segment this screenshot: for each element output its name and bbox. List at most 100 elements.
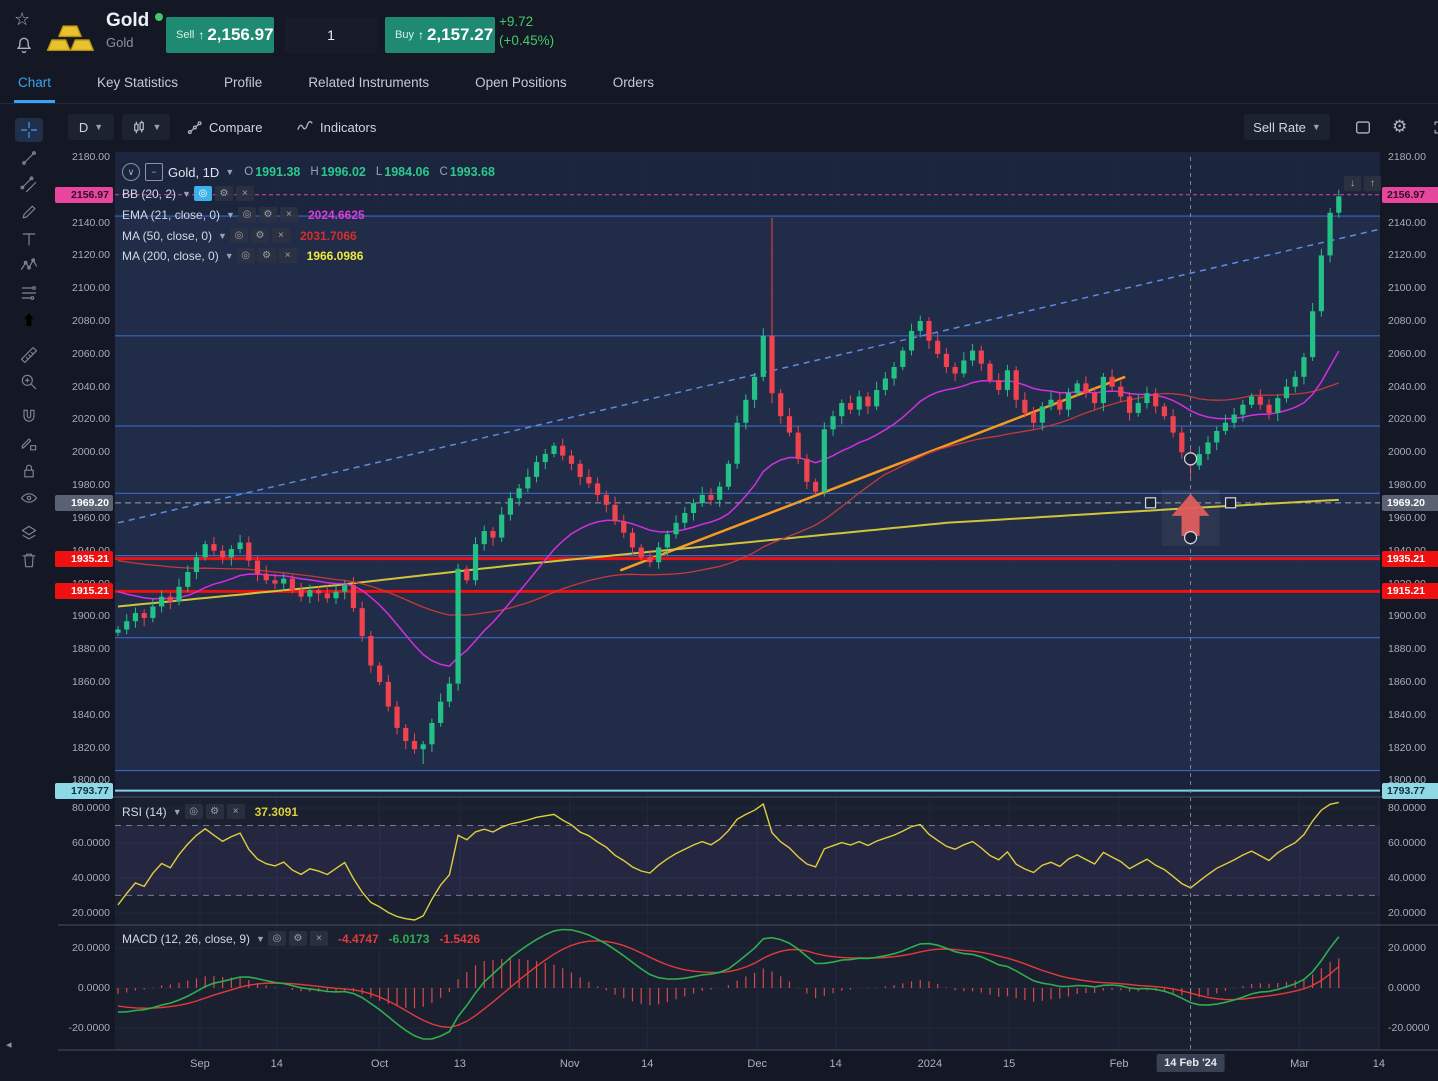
interval-selector[interactable]: D ▼	[68, 114, 114, 140]
series-title[interactable]: Gold, 1D	[168, 164, 220, 180]
open-label: O	[244, 166, 254, 178]
ruler-tool[interactable]	[15, 343, 43, 367]
remove-icon[interactable]: ×	[278, 248, 297, 263]
brush-tool[interactable]	[15, 200, 43, 224]
zoom-in-tool[interactable]	[15, 370, 43, 394]
axis-tick-label: 2080.00	[1388, 315, 1426, 328]
settings-gear-icon[interactable]: ⚙	[214, 186, 233, 201]
price-line-badge: 1915.21	[55, 583, 113, 600]
time-tick-label: Nov	[559, 1058, 580, 1070]
parallel-channel-tool[interactable]	[15, 173, 43, 197]
settings-gear-icon[interactable]: ⚙	[288, 931, 307, 946]
crosshair-tool[interactable]	[15, 118, 43, 142]
forecast-tool[interactable]	[15, 281, 43, 305]
settings-gear-icon[interactable]: ⚙	[257, 248, 276, 263]
axis-tick-label: 1960.00	[72, 511, 110, 524]
indicator-name[interactable]: MACD (12, 26, close, 9)	[122, 931, 251, 946]
remove-icon[interactable]: ×	[235, 186, 254, 201]
sell-button[interactable]: Sell ↑ 2,156.97	[166, 17, 274, 53]
drawing-tools-sidebar	[0, 104, 58, 1081]
indicator-name[interactable]: MA (200, close, 0)	[122, 248, 219, 263]
open-value: 1991.38	[255, 165, 301, 179]
quantity-input[interactable]: 1	[285, 17, 377, 53]
indicators-button[interactable]: Indicators	[296, 114, 376, 140]
settings-gear-icon[interactable]: ⚙	[250, 228, 269, 243]
drawing-mode-tool[interactable]	[15, 432, 43, 456]
compare-button[interactable]: Compare	[186, 114, 262, 140]
hide-drawings-tool[interactable]	[15, 486, 43, 510]
tab-chart[interactable]: Chart	[13, 66, 56, 103]
axis-tick-label: 2000.00	[72, 446, 110, 459]
indicator-name[interactable]: EMA (21, close, 0)	[122, 207, 221, 222]
scroll-down-button[interactable]: ↓	[1344, 176, 1361, 191]
indicator-legend-ma50: MA (50, close, 0) ▼ ◎ ⚙ × 2031.7066	[122, 228, 357, 243]
tab-related-instruments[interactable]: Related Instruments	[308, 75, 430, 90]
axis-tick-label: 2020.00	[72, 413, 110, 426]
indicator-name[interactable]: RSI (14)	[122, 804, 167, 819]
scroll-up-button[interactable]: ↑	[1364, 176, 1381, 191]
tab-open-positions[interactable]: Open Positions	[475, 75, 567, 90]
remove-icon[interactable]: ×	[271, 228, 290, 243]
remove-icon[interactable]: ×	[226, 804, 245, 819]
axis-tick-label: 1840.00	[1388, 708, 1426, 721]
trend-line-tool[interactable]	[15, 146, 43, 170]
xabcd-pattern-tool[interactable]	[15, 254, 43, 278]
chevron-down-icon: ▼	[218, 230, 227, 241]
lock-tool[interactable]	[15, 459, 43, 483]
axis-tick-label: 2180.00	[72, 151, 110, 163]
text-tool[interactable]	[15, 227, 43, 251]
time-axis[interactable]: Sep 14 Oct 13 Nov 14 Dec 14 2024 15 Feb Mar 14 14 Feb…	[58, 1050, 1385, 1081]
tab-orders[interactable]: Orders	[612, 75, 654, 90]
tab-profile[interactable]: Profile	[224, 75, 263, 90]
visibility-eye-icon[interactable]: ◎	[267, 931, 286, 946]
trash-tool[interactable]	[15, 548, 43, 572]
settings-gear-icon[interactable]: ⚙	[258, 207, 277, 222]
remove-objects-tool[interactable]	[15, 521, 43, 545]
chart-toolbar: D ▼ ▼ Compare Indicators Sell Rate ▼ ⚙	[58, 104, 1438, 152]
instrument-tabs: Chart Key Statistics Profile Related Ins…	[0, 66, 1438, 104]
magnet-tool[interactable]	[15, 405, 43, 429]
visibility-eye-icon[interactable]: ◎	[193, 186, 212, 201]
panel-toggle-button[interactable]	[1354, 114, 1372, 140]
buy-button[interactable]: Buy ↑ 2,157.27	[385, 17, 495, 53]
axis-tick-label: 1860.00	[72, 675, 110, 688]
collapse-sidebar-icon[interactable]: ◂	[6, 1039, 12, 1051]
arrow-marker-tool[interactable]	[15, 308, 43, 332]
rsi-legend: RSI (14) ▼ ◎ ⚙ × 37.3091	[122, 804, 298, 819]
indicator-legend-ma200: MA (200, close, 0) ▼ ◎ ⚙ × 1966.0986	[122, 248, 363, 263]
indicator-name[interactable]: MA (50, close, 0)	[122, 228, 213, 243]
collapse-pane-icon[interactable]: ∨	[122, 163, 140, 181]
chart-settings-button[interactable]: ⚙	[1392, 114, 1407, 140]
axis-tick-label: 80.0000	[1388, 802, 1426, 814]
chart-type-selector[interactable]: ▼	[122, 114, 170, 140]
axis-tick-label: 0.0000	[77, 982, 110, 994]
fullscreen-button[interactable]	[1432, 114, 1438, 140]
favorite-star-icon[interactable]: ☆	[14, 9, 31, 29]
visibility-eye-icon[interactable]: ◎	[229, 228, 248, 243]
indicator-name[interactable]: BB (20, 2)	[122, 186, 177, 201]
remove-icon[interactable]: ×	[309, 931, 328, 946]
macd-value-2: -6.0173	[388, 931, 430, 946]
buy-price: 2,157.27	[426, 25, 494, 44]
minimize-legend-icon[interactable]: −	[145, 163, 163, 181]
instrument-title: Gold	[106, 10, 150, 31]
candlestick-type-icon	[133, 120, 144, 134]
axis-tick-label: 1960.00	[1388, 511, 1426, 524]
chevron-down-icon: ▼	[152, 122, 162, 132]
remove-icon[interactable]: ×	[279, 207, 298, 222]
alert-bell-icon[interactable]	[14, 34, 34, 56]
indicator-value: 2024.6625	[307, 207, 365, 222]
tab-key-statistics[interactable]: Key Statistics	[97, 75, 179, 90]
text-icon	[22, 233, 36, 246]
axis-tick-label: 1980.00	[1388, 479, 1426, 492]
price-line-badge: 1793.77	[1382, 782, 1438, 799]
visibility-eye-icon[interactable]: ◎	[237, 207, 256, 222]
visibility-eye-icon[interactable]: ◎	[184, 804, 203, 819]
rate-mode-selector[interactable]: Sell Rate ▼	[1244, 114, 1330, 140]
visibility-eye-icon[interactable]: ◎	[236, 248, 255, 263]
price-axis-right[interactable]: 2180.00 2140.00 2120.00 2100.00 2080.00 2060.…	[1380, 151, 1438, 1081]
time-tick-label: 14	[1372, 1058, 1386, 1070]
rsi-pane[interactable]	[115, 797, 1380, 925]
price-axis-left[interactable]: 2180.00 2140.00 2120.00 2100.00 2080.00 2060.…	[55, 151, 115, 1081]
settings-gear-icon[interactable]: ⚙	[205, 804, 224, 819]
